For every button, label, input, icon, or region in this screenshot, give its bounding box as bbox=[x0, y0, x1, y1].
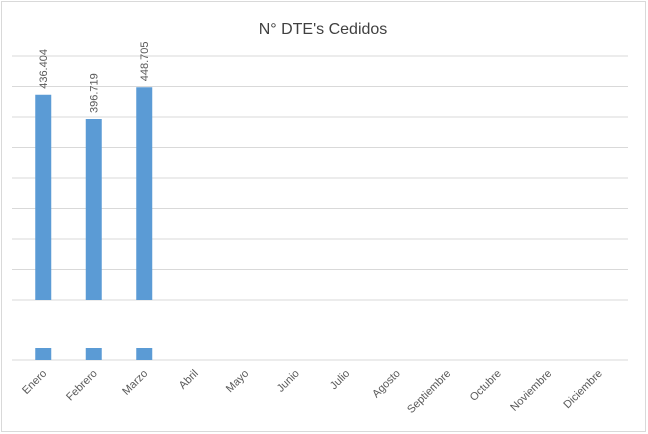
bar bbox=[85, 119, 102, 361]
chart-title: N° DTE's Cedidos bbox=[259, 21, 388, 38]
value-label: 436.404 bbox=[38, 49, 50, 89]
bar bbox=[136, 87, 153, 360]
value-label: 396.719 bbox=[89, 73, 101, 113]
bar bbox=[35, 94, 52, 360]
value-label: 448.705 bbox=[139, 42, 151, 82]
